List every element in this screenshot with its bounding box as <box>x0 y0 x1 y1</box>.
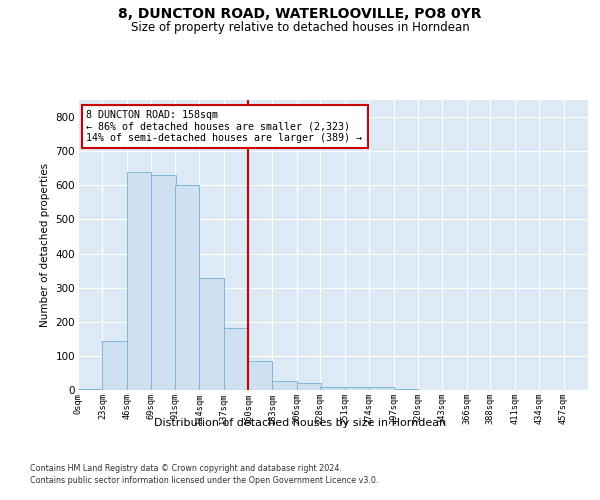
Bar <box>103 341 127 390</box>
Bar <box>127 172 151 390</box>
Bar <box>78 389 103 390</box>
Bar <box>224 328 248 390</box>
Bar <box>344 388 369 390</box>
Text: 8, DUNCTON ROAD, WATERLOOVILLE, PO8 0YR: 8, DUNCTON ROAD, WATERLOOVILLE, PO8 0YR <box>118 8 482 22</box>
Text: Distribution of detached houses by size in Horndean: Distribution of detached houses by size … <box>154 418 446 428</box>
Bar <box>272 382 297 390</box>
Bar <box>369 388 394 390</box>
Text: Contains HM Land Registry data © Crown copyright and database right 2024.: Contains HM Land Registry data © Crown c… <box>30 464 342 473</box>
Text: Contains public sector information licensed under the Open Government Licence v3: Contains public sector information licen… <box>30 476 379 485</box>
Y-axis label: Number of detached properties: Number of detached properties <box>40 163 50 327</box>
Bar <box>199 278 224 390</box>
Bar <box>320 388 344 390</box>
Bar <box>175 185 199 390</box>
Bar <box>297 383 322 390</box>
Bar <box>151 175 176 390</box>
Bar <box>248 362 272 390</box>
Text: Size of property relative to detached houses in Horndean: Size of property relative to detached ho… <box>131 21 469 34</box>
Text: 8 DUNCTON ROAD: 158sqm
← 86% of detached houses are smaller (2,323)
14% of semi-: 8 DUNCTON ROAD: 158sqm ← 86% of detached… <box>86 110 362 144</box>
